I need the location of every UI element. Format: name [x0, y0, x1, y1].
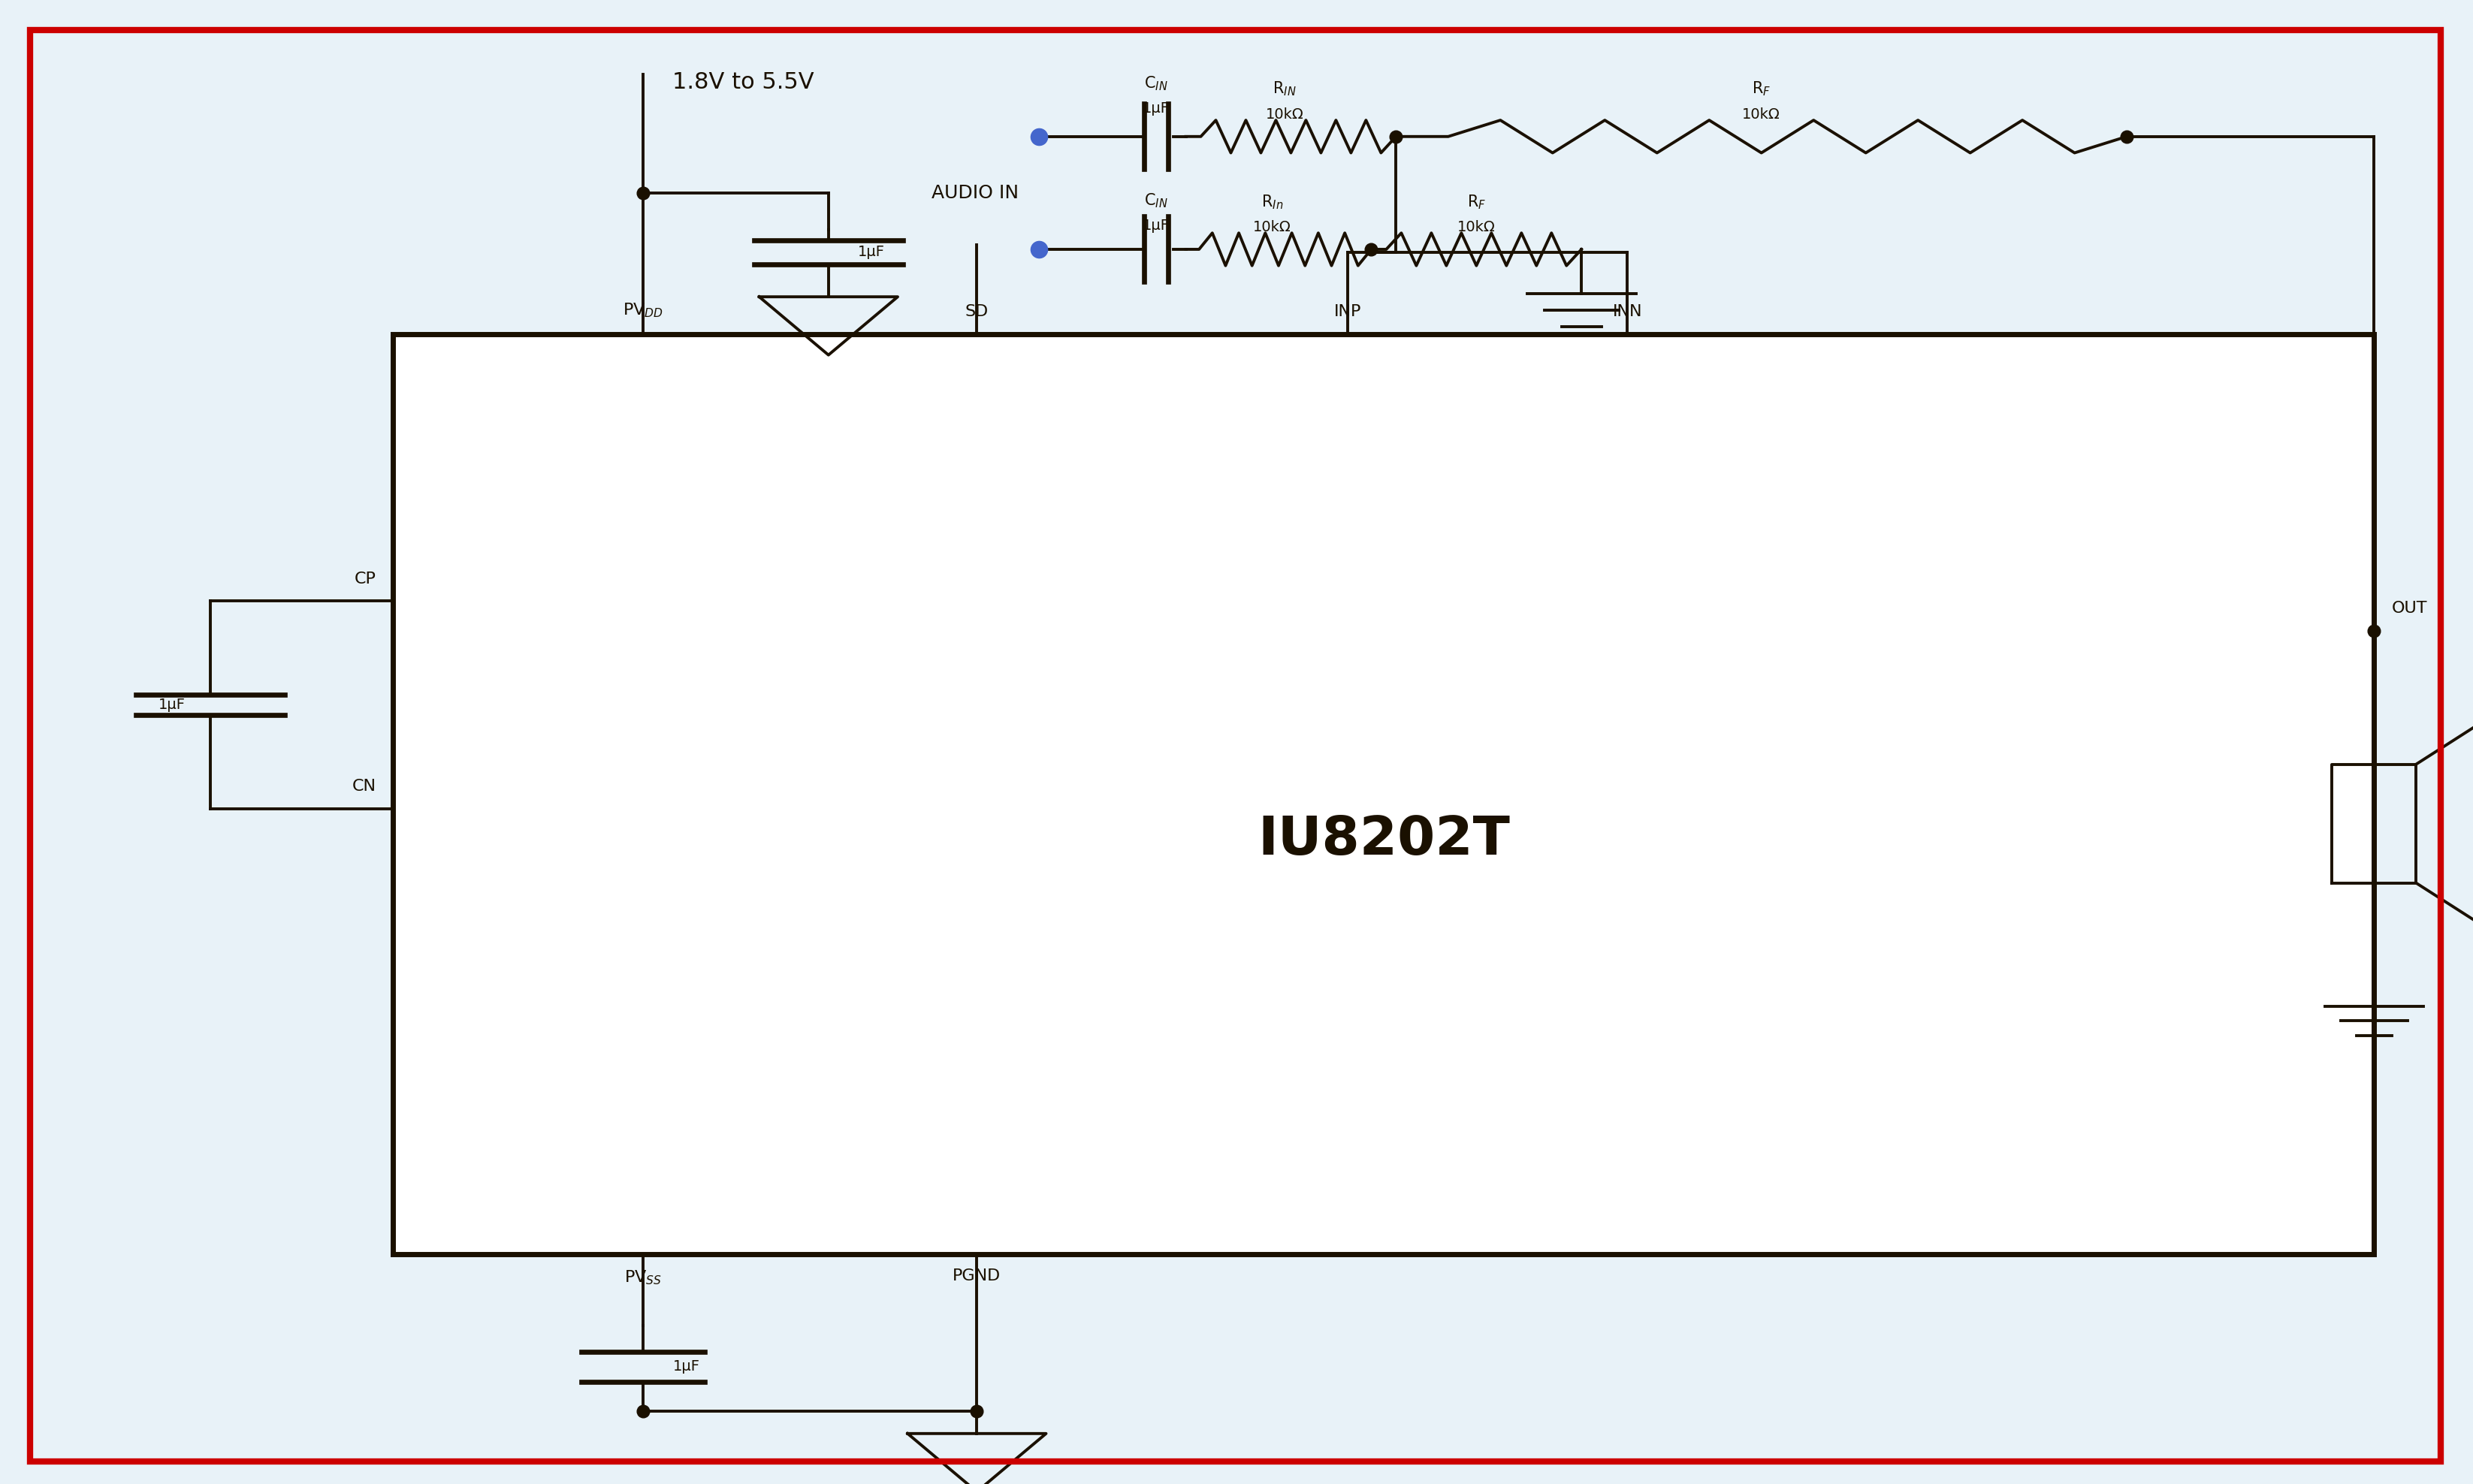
Text: IU8202T: IU8202T: [1256, 815, 1511, 865]
Text: INN: INN: [1612, 304, 1642, 319]
Text: C$_{IN}$: C$_{IN}$: [1145, 74, 1167, 92]
Text: CN: CN: [351, 779, 376, 794]
Text: R$_F$: R$_F$: [1751, 80, 1771, 98]
Text: SD: SD: [964, 304, 989, 319]
Text: C$_{IN}$: C$_{IN}$: [1145, 191, 1167, 209]
Text: 10kΩ: 10kΩ: [1457, 220, 1496, 234]
Text: INP: INP: [1333, 304, 1363, 319]
Text: 1μF: 1μF: [158, 697, 185, 712]
Bar: [393, 334, 2374, 1254]
Text: CP: CP: [354, 571, 376, 586]
Text: 10kΩ: 10kΩ: [1266, 107, 1303, 122]
Text: 1μF: 1μF: [673, 1359, 700, 1374]
Text: 10kΩ: 10kΩ: [1254, 220, 1291, 234]
Text: PGND: PGND: [952, 1269, 1002, 1284]
Text: PV$_{DD}$: PV$_{DD}$: [623, 301, 663, 319]
Text: R$_{IN}$: R$_{IN}$: [1274, 80, 1296, 98]
Text: 10kΩ: 10kΩ: [1743, 107, 1781, 122]
Text: OUT: OUT: [2391, 601, 2426, 616]
Text: R$_F$: R$_F$: [1466, 193, 1486, 211]
Text: R$_{In}$: R$_{In}$: [1261, 193, 1283, 211]
Text: PV$_{SS}$: PV$_{SS}$: [623, 1269, 663, 1287]
Text: 1μF: 1μF: [1143, 101, 1170, 116]
Text: 1.8V to 5.5V: 1.8V to 5.5V: [673, 71, 814, 93]
Text: AUDIO IN: AUDIO IN: [932, 184, 1019, 202]
Text: 1μF: 1μF: [858, 245, 885, 260]
Text: 1μF: 1μF: [1143, 218, 1170, 233]
